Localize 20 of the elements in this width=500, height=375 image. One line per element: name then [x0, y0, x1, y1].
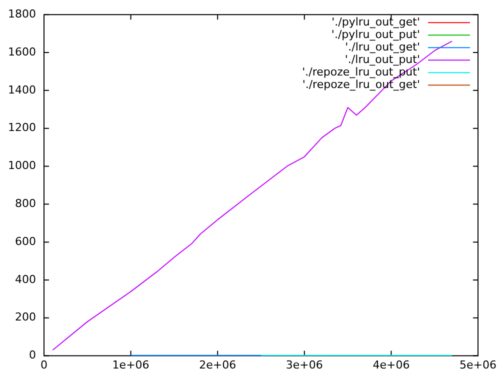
y-tick-label: 1000 [8, 159, 36, 172]
legend-label: './pylru_out_get' [332, 15, 420, 28]
legend-label: './lru_out_put' [344, 52, 420, 66]
y-tick-label: 400 [14, 272, 36, 286]
y-tick-label: 0 [28, 348, 36, 362]
x-tick-label: 3e+06 [286, 358, 323, 372]
y-tick-label: 800 [14, 197, 36, 210]
y-tick-label: 600 [14, 234, 36, 248]
x-tick-label: 2e+06 [199, 358, 236, 372]
x-tick-label: 0 [40, 358, 48, 372]
x-tick-label: 1e+06 [112, 358, 150, 372]
y-tick-label: 1800 [8, 7, 36, 20]
y-tick-label: 1600 [8, 45, 36, 58]
x-tick-label: 4e+06 [372, 358, 410, 372]
legend-label: './pylru_out_put' [331, 28, 420, 41]
y-tick-label: 1200 [8, 121, 36, 134]
legend-label: './lru_out_get' [345, 40, 420, 54]
y-tick-label: 200 [14, 310, 36, 324]
y-tick-label: 1400 [8, 83, 36, 96]
x-tick-label: 5e+06 [460, 358, 496, 372]
